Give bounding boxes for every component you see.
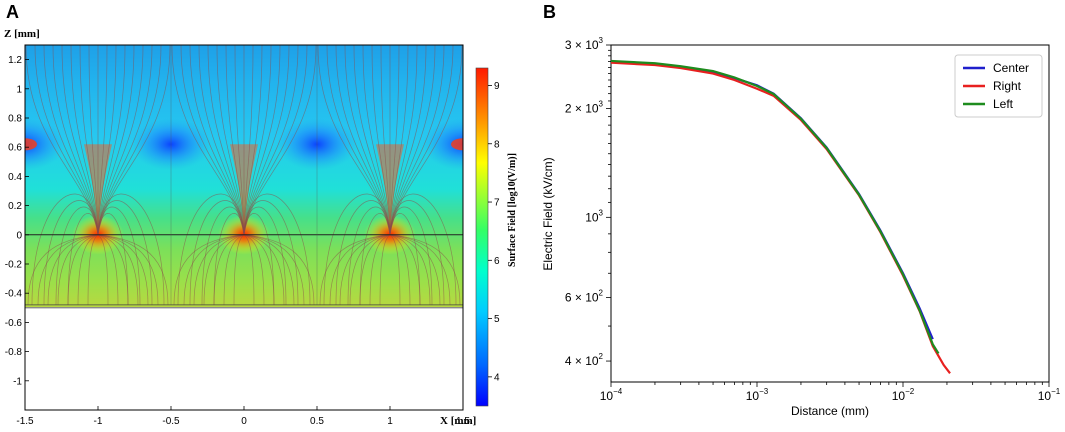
panel-b-x-tick-label: 10−2 — [892, 387, 915, 403]
panel-a-x-tick-label: 0 — [241, 416, 247, 427]
panel-a-z-tick-label: -0.8 — [5, 347, 23, 358]
panel-a-x-tick-label: -1 — [94, 416, 103, 427]
colorbar-tick-label: 6 — [494, 256, 500, 267]
panel-b-y-tick-label: 2 × 103 — [565, 100, 604, 116]
panel-b-y-axis-label: Electric Field (kV/cm) — [541, 157, 555, 270]
series-line-left — [611, 59, 940, 354]
panel-a-z-tick-label: 0.2 — [8, 201, 22, 212]
panel-a-label: A — [6, 2, 19, 22]
panel-a-x-tick-label: 1.5 — [456, 416, 470, 427]
legend: Center Right Left — [954, 54, 1043, 118]
panel-b-y-tick-label: 4 × 102 — [565, 352, 604, 368]
panel-b-y-tick-label: 103 — [585, 208, 603, 224]
colorbar-label: Surface Field [log10(V/m)] — [507, 153, 518, 267]
panel-b-x-tick-label: 10−4 — [600, 387, 623, 403]
colorbar-tick-label: 7 — [494, 198, 500, 209]
panel-b-x-tick-label: 10−1 — [1038, 387, 1061, 403]
panel-b-x-tick-label: 10−3 — [746, 387, 769, 403]
panel-b-plot-frame — [610, 44, 1050, 383]
legend-label-center: Center — [993, 61, 1029, 75]
colorbar-tick-label: 9 — [494, 81, 500, 92]
colorbar-tick-label: 4 — [494, 372, 500, 383]
legend-box — [954, 54, 1043, 118]
colorbar — [475, 67, 489, 407]
series-line-center — [611, 60, 934, 340]
panel-b-label: B — [543, 2, 556, 22]
panel-a-z-tick-label: 0.4 — [8, 172, 22, 183]
panel-a-x-tick-label: -0.5 — [162, 416, 180, 427]
panel-a-z-tick-label: -0.6 — [5, 318, 23, 329]
legend-label-right: Right — [993, 79, 1022, 93]
panel-b-x-axis-label: Distance (mm) — [791, 404, 869, 418]
panel-a-z-tick-label: 1 — [16, 84, 22, 95]
panel-a-z-tick-label: 1.2 — [8, 55, 22, 66]
panel-a-z-tick-label: -1 — [13, 376, 22, 387]
legend-label-left: Left — [993, 97, 1014, 111]
colorbar-tick-label: 8 — [494, 139, 500, 150]
panel-a-x-tick-label: -1.5 — [16, 416, 34, 427]
panel-a-z-tick-label: -0.2 — [5, 260, 23, 271]
panel-a-x-tick-label: 1 — [387, 416, 393, 427]
panel-a-z-tick-label: 0.8 — [8, 114, 22, 125]
series-line-right — [611, 61, 951, 374]
panel-a-z-tick-label: 0 — [16, 230, 22, 241]
panel-b-y-tick-label: 6 × 102 — [565, 288, 604, 304]
panel-a-z-axis-label: Z [mm] — [4, 28, 40, 40]
panel-a-x-tick-label: 0.5 — [310, 416, 324, 427]
panel-b-y-tick-label: 3 × 103 — [565, 36, 604, 52]
panel-a-x-axis-label: X [mm] — [440, 415, 476, 427]
colorbar-tick-label: 5 — [494, 314, 500, 325]
panel-a-z-tick-label: 0.6 — [8, 143, 22, 154]
panel-a-field-map — [25, 45, 463, 307]
panel-a-z-tick-label: -0.4 — [5, 289, 23, 300]
